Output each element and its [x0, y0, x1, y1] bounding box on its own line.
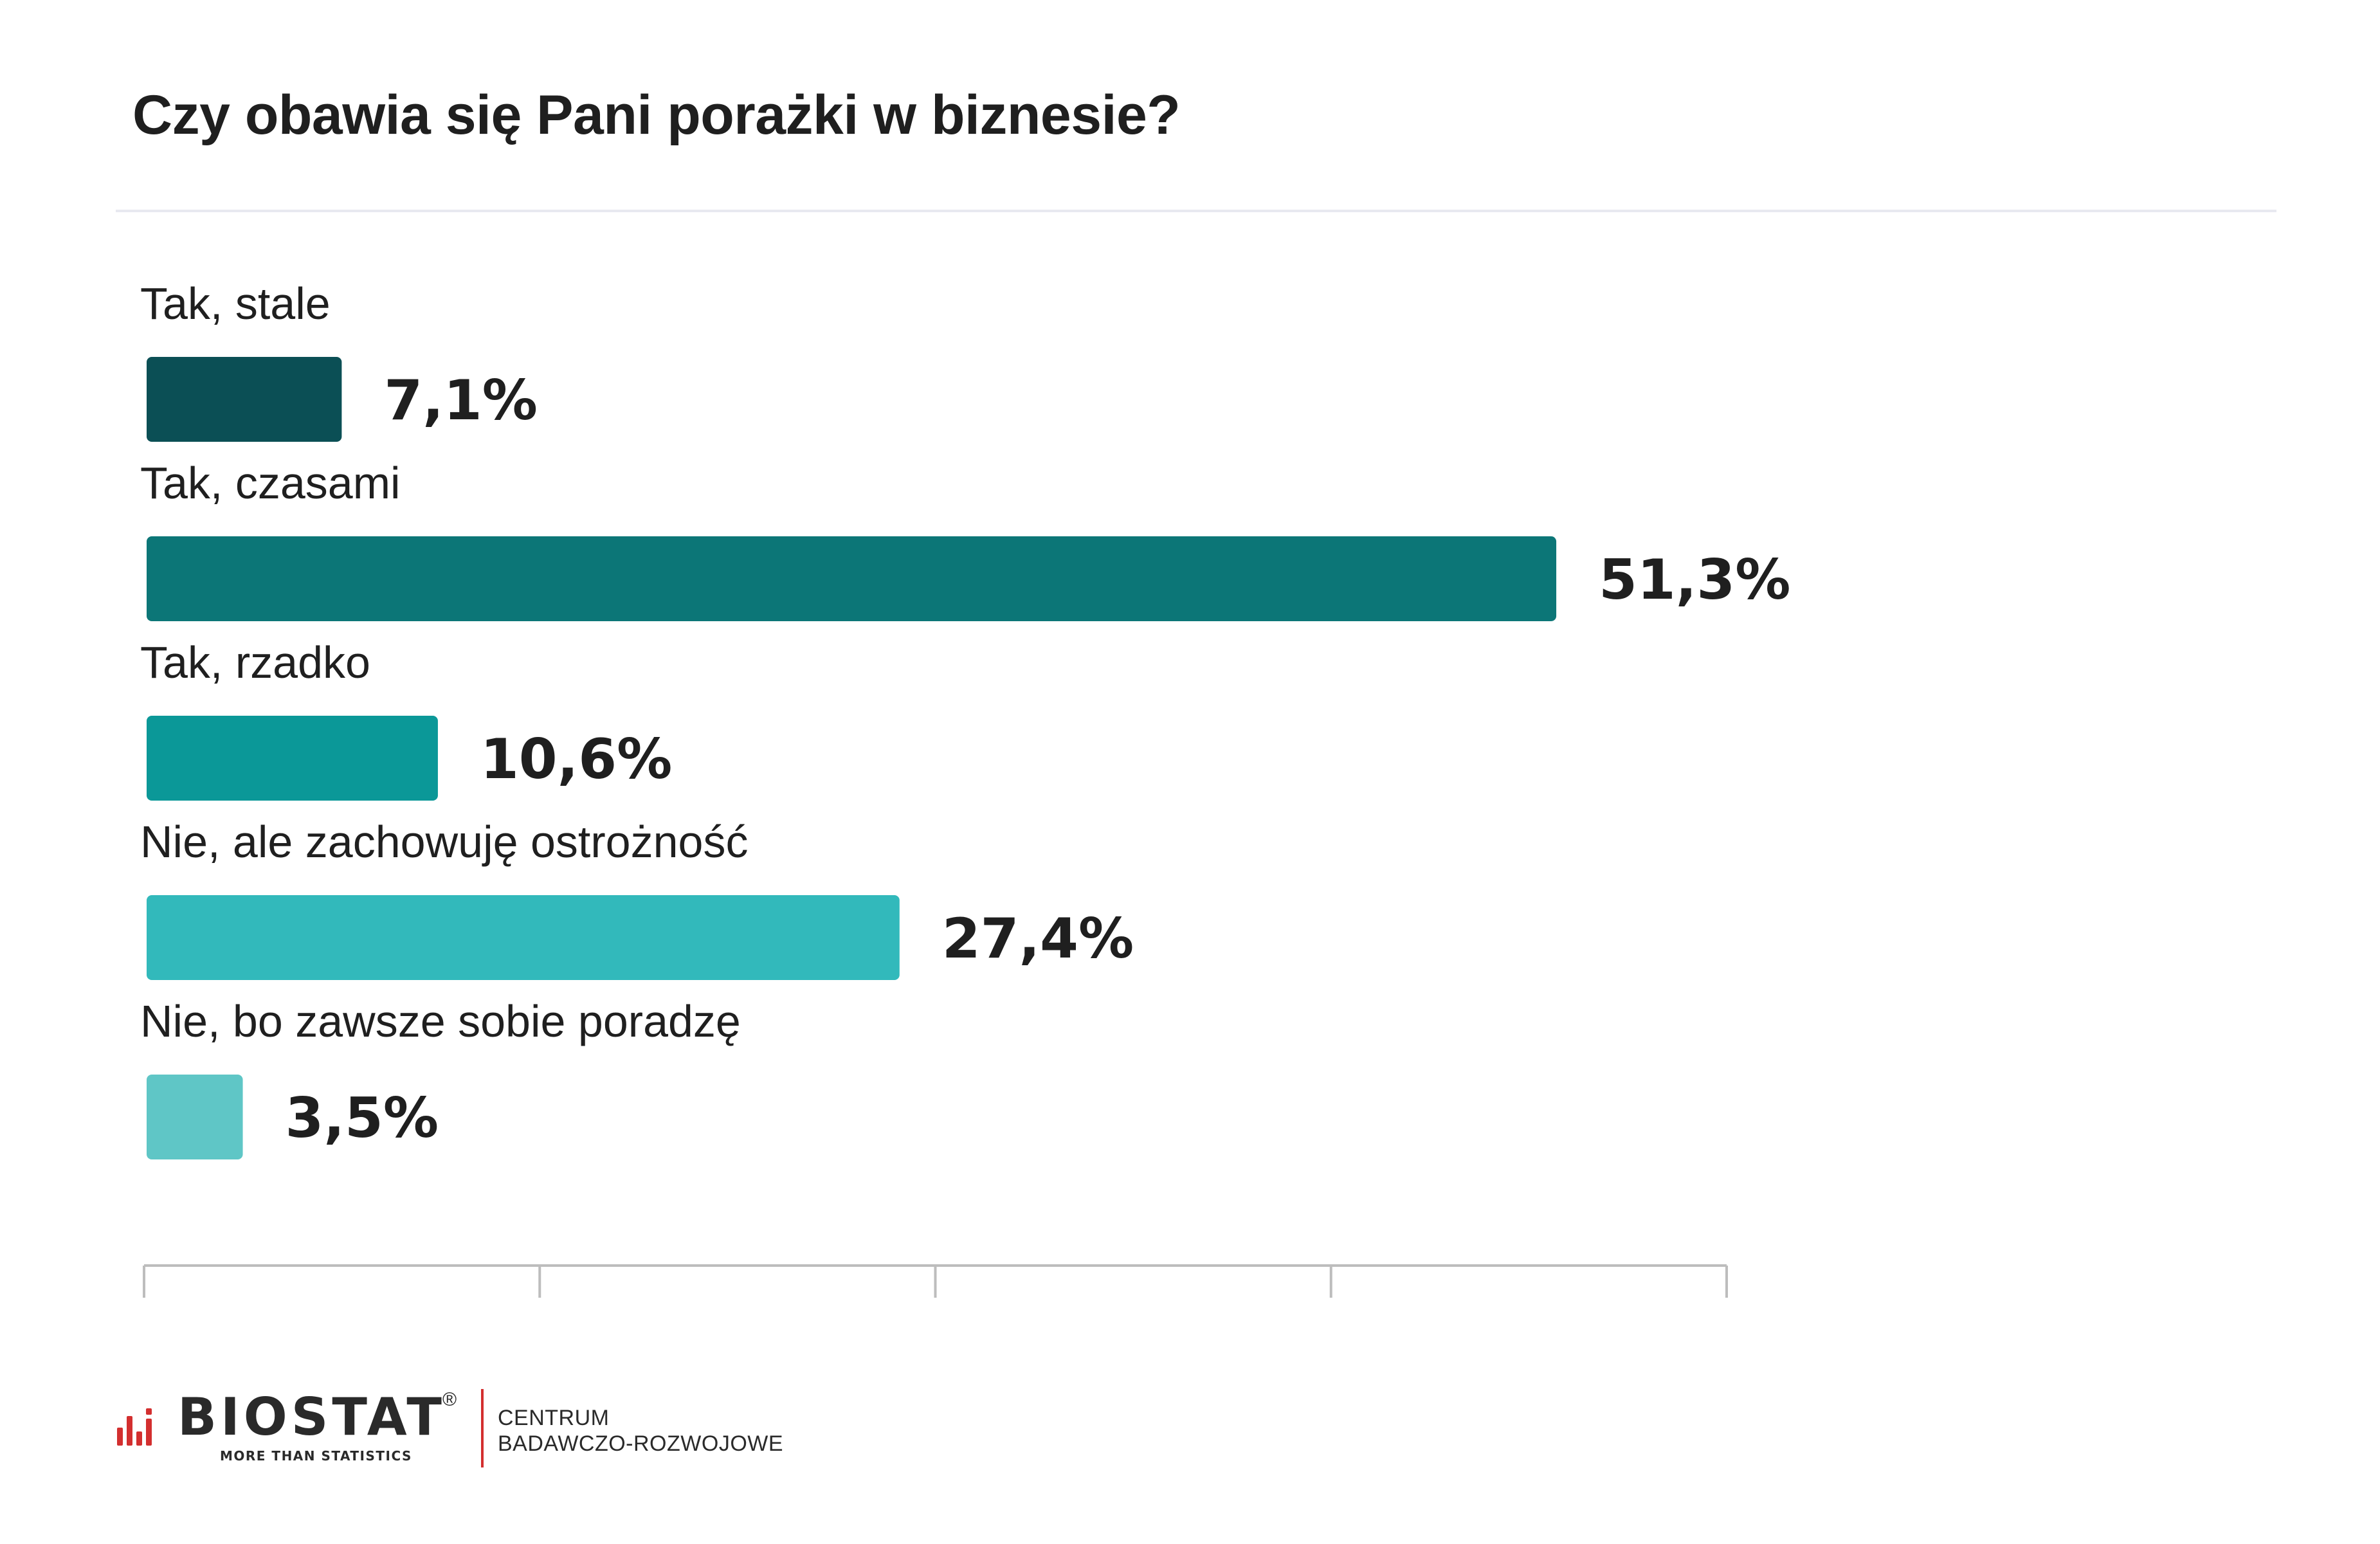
category-label: Tak, czasami: [140, 458, 401, 508]
logo-bars-icon: [117, 1408, 152, 1446]
title-divider: [116, 210, 2276, 212]
value-label: 27,4%: [942, 907, 1134, 971]
category-label: Nie, bo zawsze sobie poradzę: [140, 996, 741, 1046]
org-name-line-1: CENTRUM: [498, 1406, 610, 1430]
org-name-line-2: BADAWCZO-ROZWOJOWE: [498, 1431, 784, 1456]
bar: [147, 1075, 243, 1159]
value-label: 51,3%: [1599, 548, 1790, 612]
value-label: 10,6%: [480, 727, 672, 792]
footer-branding: BIOSTAT ® MORE THAN STATISTICS CENTRUM B…: [116, 1389, 887, 1473]
category-label: Nie, ale zachowuję ostrożność: [140, 817, 748, 867]
bars-layer: Tak, stale 7,1% Tak, czasami 51,3% Tak, rzad…: [140, 278, 1790, 1159]
value-label: 3,5%: [286, 1086, 439, 1150]
logo-wordmark: BIOSTAT: [177, 1387, 446, 1447]
x-axis: [143, 1264, 1728, 1298]
bar: [147, 536, 1557, 621]
bar: [147, 357, 342, 442]
logo-tagline: MORE THAN STATISTICS: [220, 1448, 412, 1464]
category-label: Tak, stale: [140, 278, 331, 329]
category-label: Tak, rzadko: [140, 637, 370, 687]
logo-separator: [481, 1389, 484, 1467]
bar: [147, 716, 438, 801]
value-label: 7,1%: [384, 368, 538, 433]
registered-mark: ®: [442, 1389, 457, 1410]
chart-title: Czy obawia się Pani porażki w biznesie?: [132, 84, 1181, 146]
bar: [147, 895, 900, 980]
